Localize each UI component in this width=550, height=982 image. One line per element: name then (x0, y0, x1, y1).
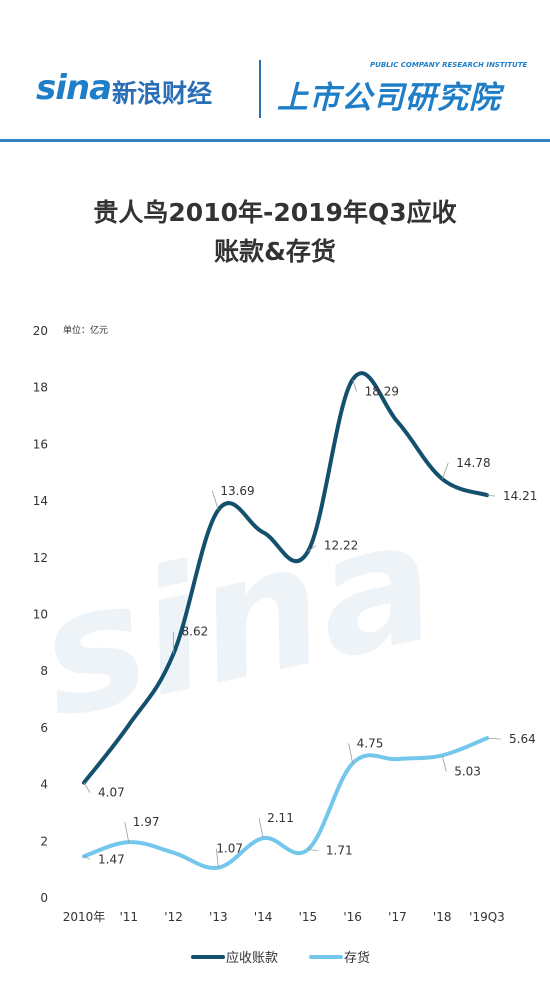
data-label: 5.64 (509, 732, 536, 746)
leader-line (348, 743, 354, 764)
logo-divider (259, 60, 261, 118)
legend-label: 应收账款 (226, 950, 278, 966)
x-tick-label: '16 (343, 910, 362, 924)
data-point (397, 759, 398, 760)
data-label: 18.29 (365, 384, 399, 398)
data-label: 12.22 (324, 539, 358, 553)
data-point (263, 532, 264, 533)
data-label: 1.97 (133, 815, 160, 829)
data-label: 4.75 (357, 736, 384, 750)
y-tick-label: 6 (40, 721, 48, 735)
leader-line (352, 379, 358, 392)
data-point (397, 421, 398, 422)
leader-line (258, 818, 264, 839)
x-tick-label: '13 (209, 910, 228, 924)
institute-logo: 上市公司研究院 (277, 80, 501, 116)
data-label: 13.69 (220, 484, 254, 498)
leader-line (486, 737, 502, 740)
series-line (82, 736, 489, 870)
legend-label: 存货 (344, 950, 370, 966)
x-tick-label: 2010年 (63, 910, 106, 924)
x-axis: 2010年 '11 '12 '13 '14 '15 '16 '17 '18 '19Q3 (63, 910, 505, 924)
y-tick-label: 18 (33, 381, 48, 395)
y-tick-label: 20 (33, 324, 48, 338)
data-label: 5.03 (454, 764, 481, 778)
x-tick-label: '11 (119, 910, 138, 924)
leader-line (441, 462, 449, 480)
y-axis: 0 2 4 6 8 10 12 14 16 18 20 (33, 324, 48, 905)
y-tick-label: 4 (40, 778, 48, 792)
leader-line (441, 755, 447, 772)
y-tick-label: 14 (33, 494, 48, 508)
institute-english-name: PUBLIC COMPANY RESEARCH INSTITUTE (370, 61, 528, 69)
data-point (128, 725, 129, 726)
leader-line (215, 848, 219, 868)
data-labels: 4.07 8.62 13.69 12.22 18.29 14.78 14.21 1.47 1.9… (83, 379, 537, 868)
data-label: 4.07 (98, 786, 125, 800)
header-divider (0, 139, 550, 142)
x-tick-label: '14 (254, 910, 273, 924)
y-tick-label: 16 (33, 437, 48, 451)
x-tick-label: '12 (164, 910, 183, 924)
y-tick-label: 0 (40, 891, 48, 905)
data-label: 1.47 (98, 852, 125, 866)
brand-name: 新浪财经 (112, 79, 213, 108)
x-tick-label: '17 (388, 910, 407, 924)
leader-line (307, 849, 318, 851)
chart-title-line1: 贵人鸟2010年-2019年Q3应收 (93, 198, 457, 227)
y-tick-label: 10 (33, 608, 48, 622)
leader-line (83, 782, 91, 793)
x-tick-label: '18 (433, 910, 452, 924)
data-label: 8.62 (182, 625, 209, 639)
leader-line (486, 494, 496, 497)
data-point (173, 852, 174, 853)
leader-line (124, 822, 130, 843)
leader-line (211, 490, 219, 511)
x-tick-label: '15 (299, 910, 318, 924)
header-banner: sina 新浪财经 PUBLIC COMPANY RESEARCH INSTIT… (0, 0, 550, 140)
y-tick-label: 2 (40, 834, 48, 848)
leader-line (307, 545, 317, 552)
legend: 应收账款 存货 (191, 950, 370, 966)
data-label: 14.78 (456, 456, 490, 470)
chart-title-line2: 账款&存货 (214, 237, 336, 266)
leader-line (83, 855, 91, 860)
data-label: 2.11 (267, 811, 294, 825)
sina-logo: sina (36, 68, 112, 108)
data-label: 1.07 (216, 842, 243, 856)
series-line (82, 371, 489, 785)
unit-label: 单位：亿元 (63, 324, 108, 336)
x-tick-label: '19Q3 (469, 910, 505, 924)
data-label: 1.71 (326, 844, 353, 858)
y-tick-label: 12 (33, 551, 48, 565)
data-label: 14.21 (503, 489, 537, 503)
series-layer (82, 371, 489, 870)
y-tick-label: 8 (40, 664, 48, 678)
